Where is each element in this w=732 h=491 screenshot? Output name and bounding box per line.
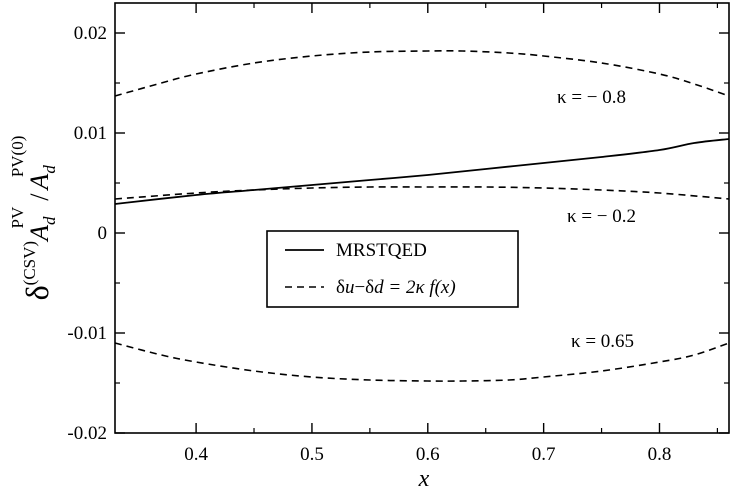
y-axis-title: δ(CSV)AdPV/AdPV(0) — [8, 136, 59, 301]
x-tick-label: 0.6 — [416, 444, 440, 465]
legend: MRSTQED δu−δd = 2κ f(x) — [266, 230, 519, 308]
y-tick-label: -0.02 — [67, 423, 107, 444]
legend-part-u: u — [345, 277, 355, 298]
legend-part-minus-delta: −δ — [354, 277, 374, 298]
series-line-1 — [114, 50, 730, 97]
ylabel-a1-sub: d — [40, 216, 59, 225]
legend-part-delta: δ — [336, 277, 345, 298]
y-tick-label: 0 — [98, 223, 108, 244]
x-tick-label: 0.8 — [648, 444, 672, 465]
x-tick-label: 0.7 — [532, 444, 556, 465]
series-line-3 — [114, 342, 730, 382]
legend-box — [266, 230, 519, 308]
x-axis-title: x — [418, 466, 430, 491]
ylabel-csv-sup: (CSV) — [20, 241, 39, 285]
axis-tick-labels: 0.4 0.5 0.6 0.7 0.8 -0.02 -0.01 0 0.01 0.02 — [67, 23, 671, 465]
ylabel-a1-sup: PV — [8, 206, 27, 228]
legend-part-d: d — [374, 277, 384, 298]
y-tick-label: -0.01 — [67, 323, 107, 344]
y-tick-label: 0.01 — [74, 123, 107, 144]
ylabel-a2-sub: d — [40, 165, 59, 174]
legend-label-mrstqed: MRSTQED — [336, 240, 427, 261]
x-tick-label: 0.5 — [300, 444, 324, 465]
ylabel-a2: A — [25, 174, 54, 192]
ylabel-slash: / — [25, 193, 54, 201]
ylabel-a2-sup: PV(0) — [8, 136, 27, 178]
ylabel-a1: A — [25, 225, 54, 243]
series-line-2 — [114, 186, 730, 200]
legend-label-dashed: δu−δd = 2κ f(x) — [336, 277, 456, 298]
axis-ticks — [115, 3, 729, 434]
x-tick-label: 0.4 — [184, 444, 208, 465]
annotation-kappa-minus-0-2: κ = − 0.2 — [567, 206, 636, 227]
ylabel-delta: δ — [19, 285, 55, 300]
series-line-0 — [114, 138, 730, 205]
annotation-kappa-minus-0-8: κ = − 0.8 — [557, 87, 626, 108]
legend-part-equals: = 2κ — [384, 277, 426, 298]
legend-part-fx: f(x) — [425, 277, 456, 298]
y-tick-label: 0.02 — [74, 23, 107, 44]
annotation-kappa-0-65: κ = 0.65 — [571, 331, 634, 352]
series-layer — [114, 50, 730, 382]
plot-frame — [114, 2, 730, 434]
y-axis-title-text: δ(CSV)AdPV/AdPV(0) — [8, 136, 59, 301]
